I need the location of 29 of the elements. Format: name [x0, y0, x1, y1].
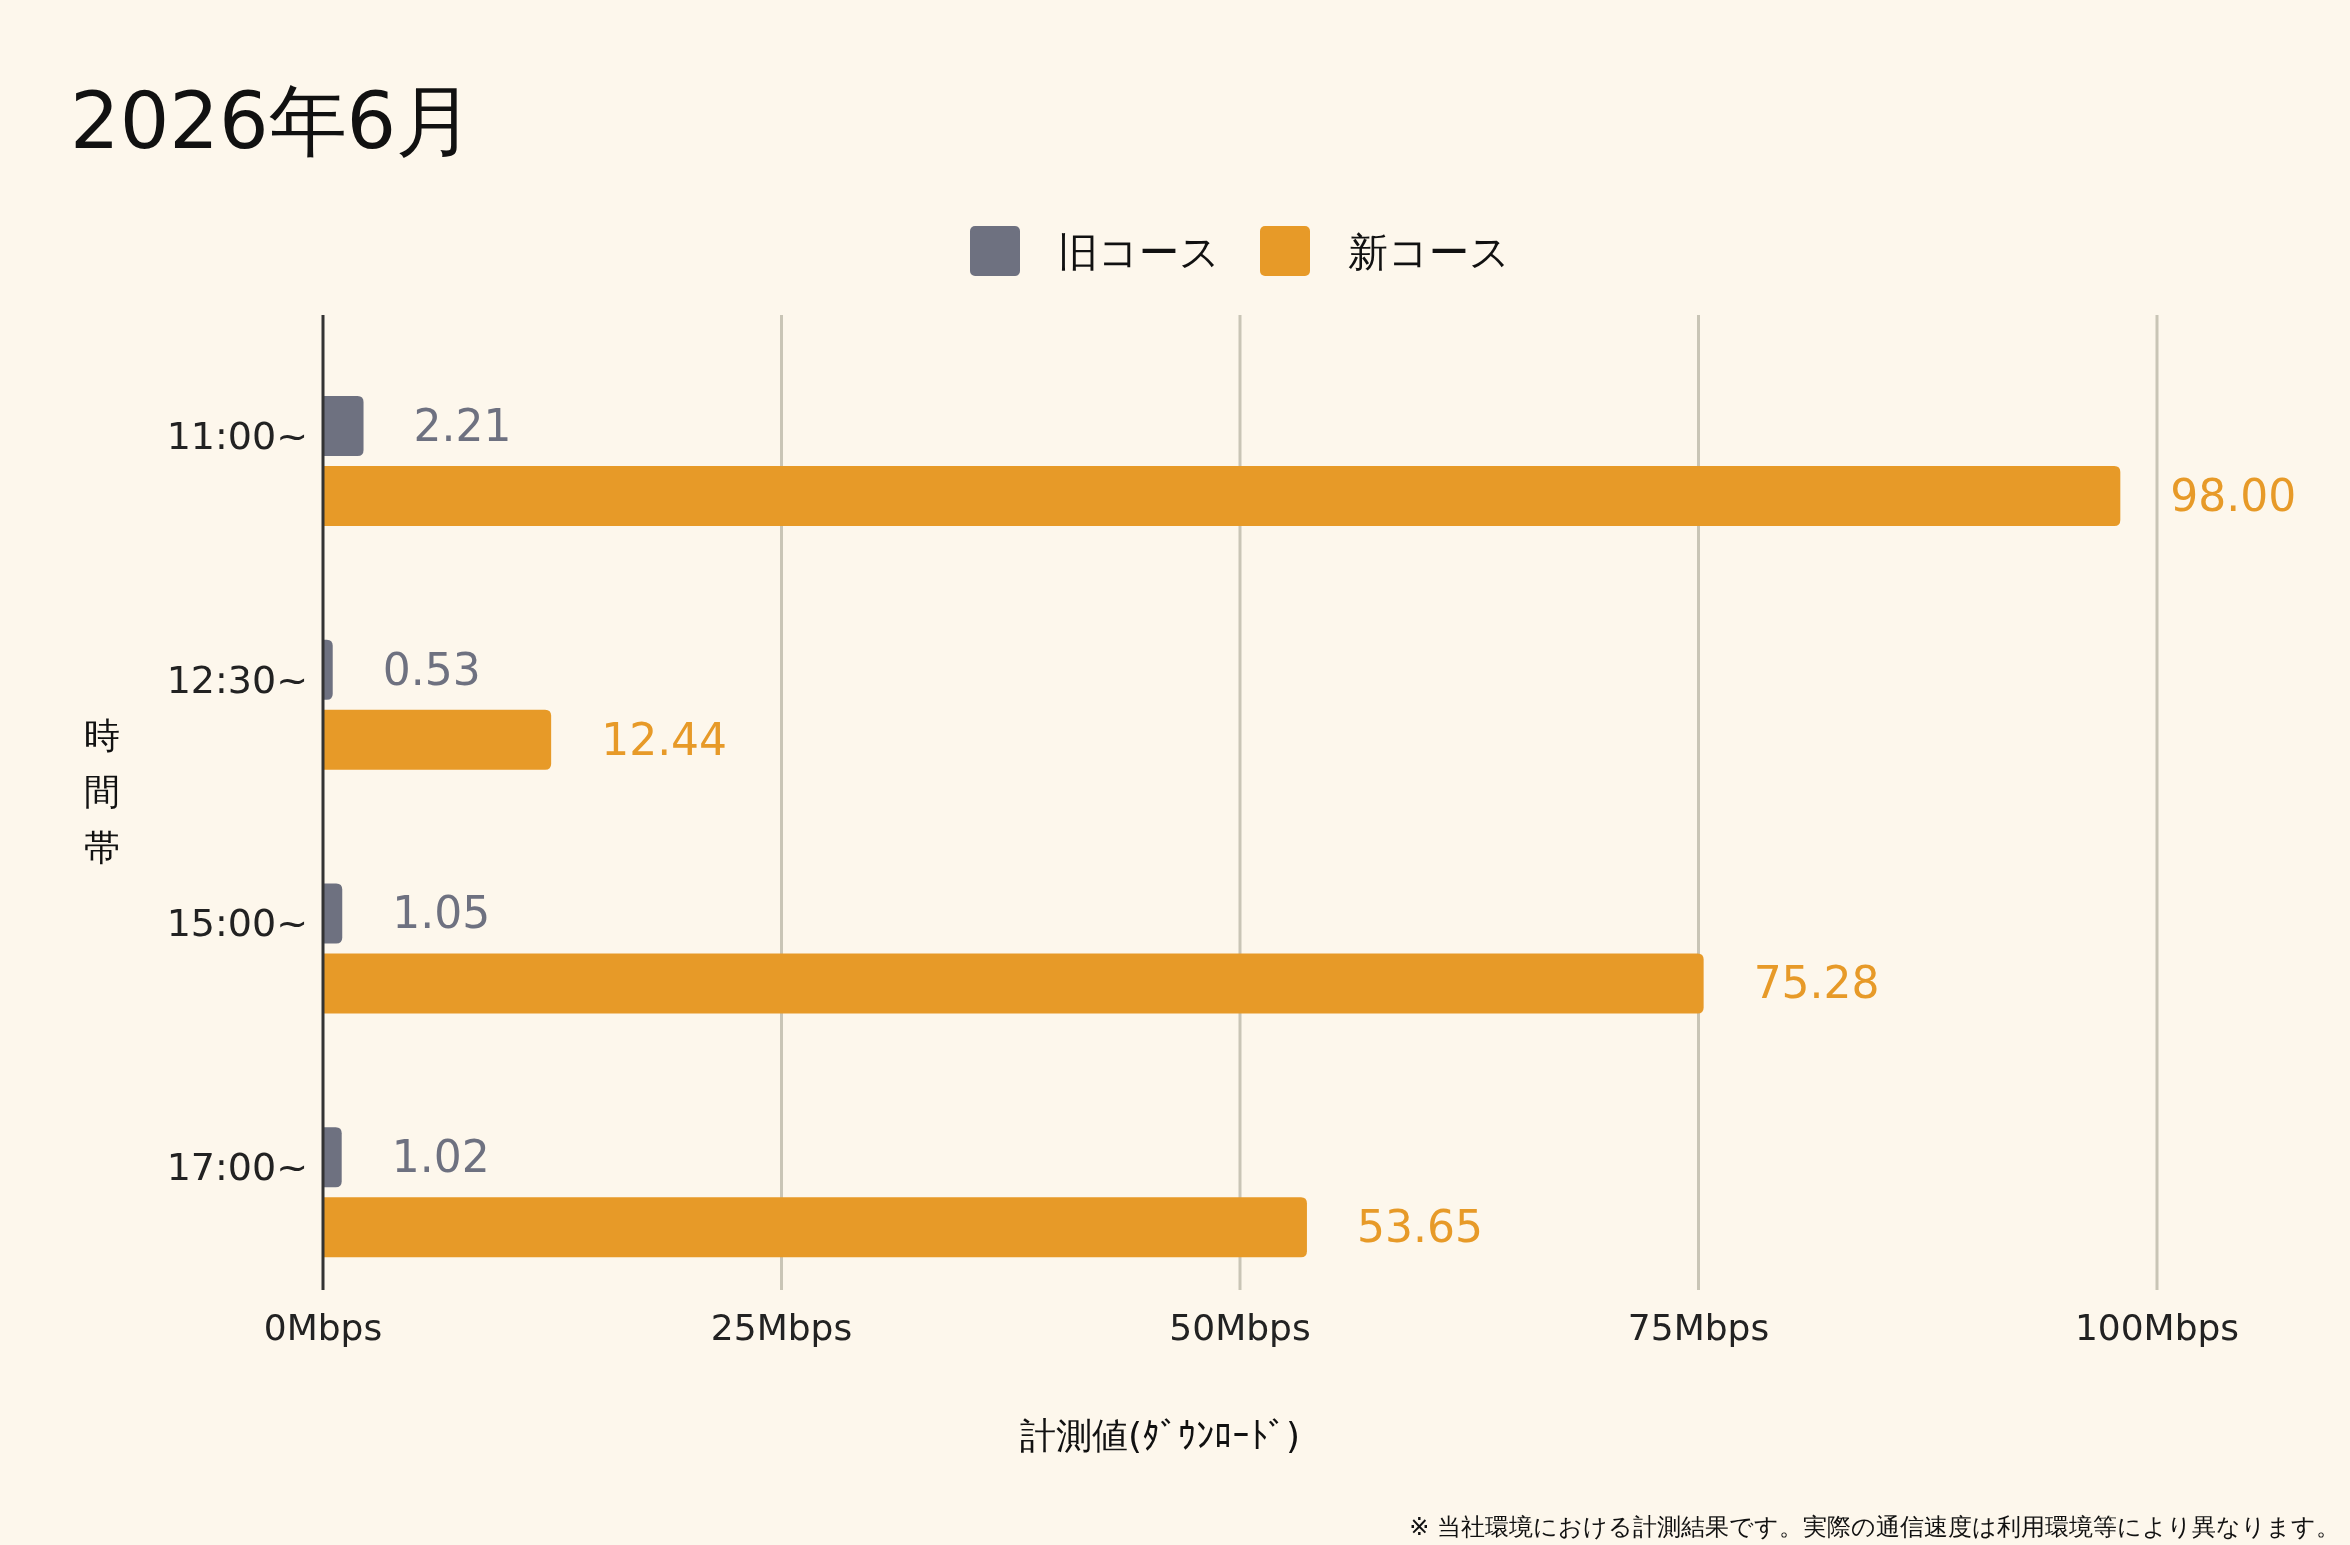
y-tick-label: 12:30~	[166, 657, 308, 702]
x-tick-label: 50Mbps	[1169, 1307, 1311, 1348]
bar	[323, 465, 2121, 526]
bar	[323, 1197, 1307, 1258]
x-axis-title: 計測値(ﾀﾞｳﾝﾛｰﾄﾞ)	[1019, 1415, 1301, 1456]
bar	[323, 1127, 342, 1188]
text: 53.65	[1356, 1201, 1483, 1253]
text: 98.00	[2170, 469, 2297, 521]
x-tick-label: 25Mbps	[710, 1307, 853, 1348]
y-tick-label: 17:00~	[166, 1145, 308, 1190]
y-tick-label: 15:00~	[166, 901, 308, 946]
text: 1.05	[392, 887, 491, 939]
bar	[323, 953, 1704, 1014]
y-tick-label: 11:00~	[166, 413, 308, 458]
text: 2.21	[413, 399, 512, 451]
x-tick-label: 75Mbps	[1627, 1307, 1770, 1348]
text: 75.28	[1753, 957, 1880, 1009]
text: 12.44	[601, 713, 728, 765]
legend-label: 新コース	[1348, 229, 1510, 275]
bar	[323, 395, 364, 456]
text: 1.02	[391, 1131, 490, 1183]
text: 0.53	[382, 643, 481, 695]
x-tick-label: 0Mbps	[263, 1307, 383, 1348]
x-tick-label: 100Mbps	[2074, 1307, 2240, 1348]
bar	[323, 709, 552, 770]
chart-title: 2026年6月	[70, 76, 475, 166]
legend-label: 旧コース	[1058, 229, 1220, 275]
text: ※ 当社環境における計測結果です。実際の通信速度は利用環境等により異なります。	[1409, 1513, 2340, 1541]
y-axis-title: 時間帯	[84, 715, 120, 868]
